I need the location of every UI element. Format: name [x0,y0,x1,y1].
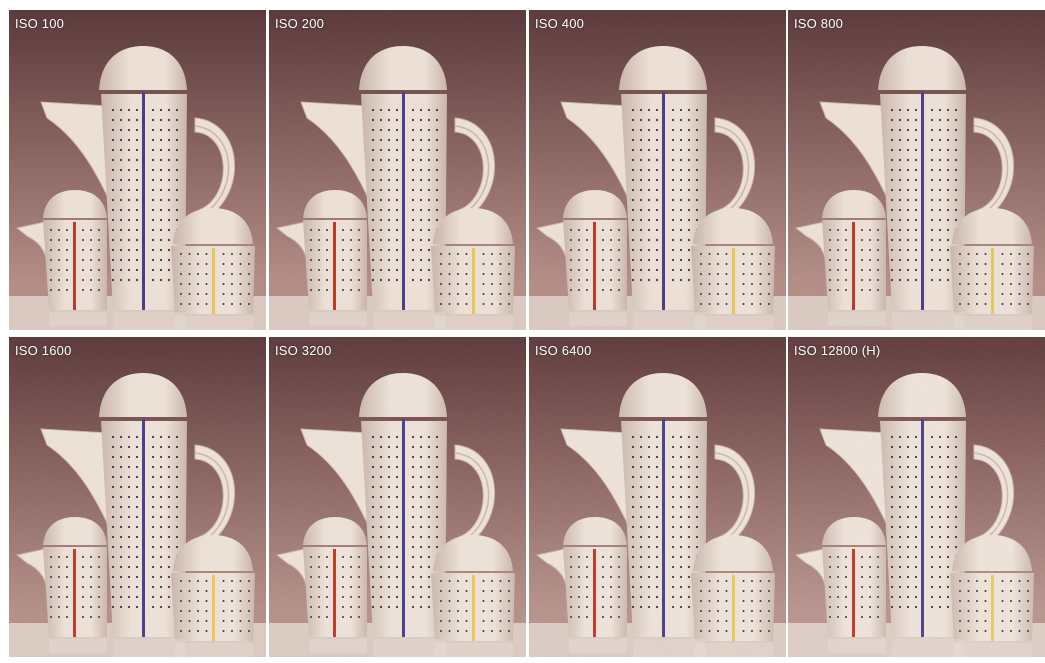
noise-grain [269,10,526,330]
noise-grain [788,337,1045,657]
teapot-set [275,46,515,330]
red-stripe [333,222,336,310]
sugar-lid [173,208,253,244]
teapot-photo [788,10,1045,330]
teapot-photo [529,10,786,330]
sugar-lid [433,208,513,244]
pot-lid [359,46,447,90]
panel-iso-6400: ISO 6400 [529,337,786,657]
blue-stripe [142,92,145,310]
teapot-photo [788,337,1045,657]
teapot-set [15,46,255,330]
pot-spout [40,101,110,201]
teapot-photo [9,10,266,330]
iso-label: ISO 12800 (H) [794,343,881,358]
iso-label: ISO 800 [794,16,844,31]
noise-grain [529,337,786,657]
iso-label: ISO 100 [15,16,65,31]
panel-iso-100: ISO 100 [9,10,266,330]
pot-spout [300,101,370,201]
panel-iso-200: ISO 200 [269,10,526,330]
yellow-stripe [212,248,215,314]
panel-iso-12800: ISO 12800 (H) [788,337,1045,657]
noise-grain [788,10,1045,330]
pot-lid [99,46,187,90]
noise-grain [9,337,266,657]
teapot-photo [529,337,786,657]
iso-label: ISO 6400 [535,343,592,358]
iso-label: ISO 1600 [15,343,72,358]
noise-grain [529,10,786,330]
panel-iso-1600: ISO 1600 [9,337,266,657]
red-stripe [73,222,76,310]
teapot-photo [9,337,266,657]
blue-stripe [402,92,405,310]
noise-grain [269,337,526,657]
iso-label: ISO 400 [535,16,585,31]
creamer-lid [303,190,367,218]
teapot-photo [269,10,526,330]
panel-iso-3200: ISO 3200 [269,337,526,657]
yellow-stripe [472,248,475,314]
iso-label: ISO 200 [275,16,325,31]
teapot-photo [269,337,526,657]
panel-iso-800: ISO 800 [788,10,1045,330]
iso-label: ISO 3200 [275,343,332,358]
panel-iso-400: ISO 400 [529,10,786,330]
creamer-lid [43,190,107,218]
